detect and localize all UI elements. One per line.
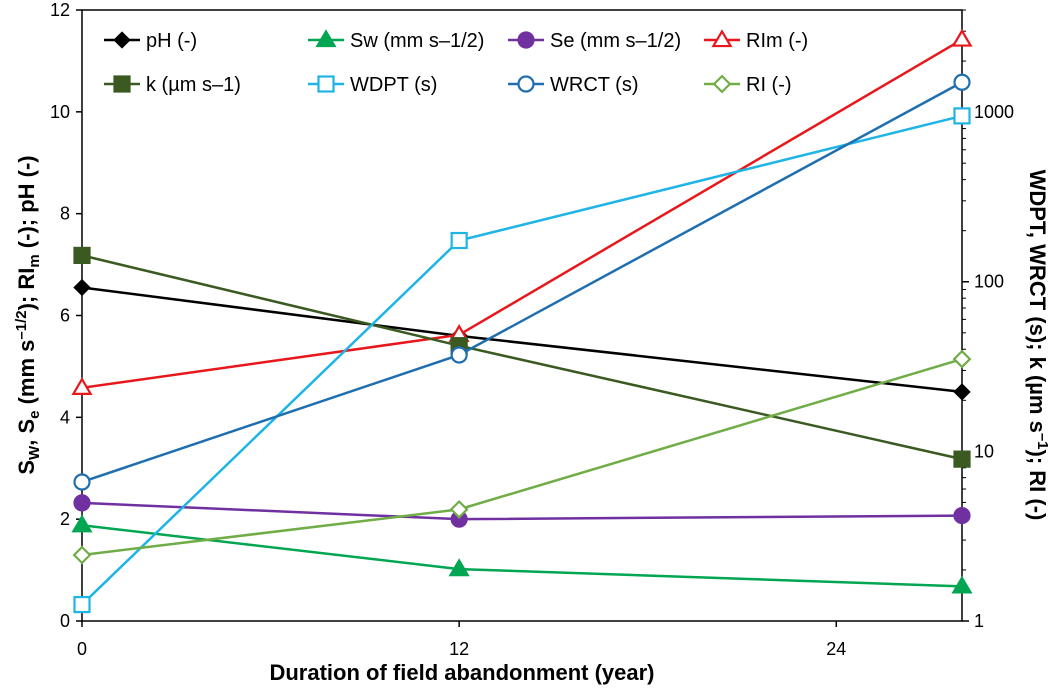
series-layer [71,28,973,614]
left-tick-label: 6 [60,306,70,326]
legend-marker [712,74,732,94]
title-part: (-); pH (-) [14,155,39,254]
data-point [73,494,91,512]
x-tick-label: 24 [826,639,846,659]
legend-label: Sw (mm s–1/2) [350,30,484,52]
legend-label: RI (-) [746,74,792,96]
legend-item: RI (-) [704,74,792,96]
legend-item: k (µm s–1) [104,74,241,96]
data-point [73,246,91,265]
legend-label: pH (-) [146,30,197,52]
legend-marker [113,75,131,93]
title-part: W [26,445,43,460]
legend-marker [317,75,335,93]
data-point [448,558,470,577]
data-point [450,346,468,364]
legend-item: Se (mm s–1/2) [508,30,681,52]
series-3 [71,28,973,395]
plot-area [81,9,963,622]
right-axis-title: WDPT, WRCT (s); k (µm s–1); RI (-) [1025,170,1050,521]
right-tick-label: 1 [974,611,984,631]
left-tick-label: 2 [60,509,70,529]
series-7 [72,349,972,565]
right-tick-label: 100 [974,272,1004,292]
legend-marker [315,29,337,48]
legend-label: k (µm s–1) [146,74,241,96]
data-point [449,499,469,519]
series-5 [73,107,971,614]
right-axis-ticks: 1 10 100 1000 [962,9,1014,631]
data-point [73,595,91,614]
legend-label: WRCT (s) [550,74,639,96]
data-point [952,349,972,369]
legend-marker [113,31,131,49]
legend-marker [517,31,535,49]
series-6 [73,73,971,491]
title-part: WDPT, WRCT (s); k (µm s [1025,170,1050,433]
data-point [953,450,971,468]
data-point [73,278,91,297]
data-point [71,377,93,395]
data-point [953,507,971,525]
data-point [73,473,91,491]
legend-item: WRCT (s) [508,74,639,96]
data-point [450,231,468,250]
right-tick-label: 1000 [974,102,1014,122]
data-point [953,73,971,91]
legend-label: RIm (-) [746,30,808,52]
title-part: e [26,411,43,419]
left-tick-label: 0 [60,611,70,631]
left-tick-label: 8 [60,204,70,224]
data-point [953,383,971,401]
legend-item: Sw (mm s–1/2) [308,29,484,52]
left-tick-label: 10 [50,102,70,122]
x-tick-label: 0 [77,639,87,659]
series-2 [73,494,971,528]
legend-item: WDPT (s) [308,74,437,96]
title-part: S [14,460,39,475]
left-axis-ticks: 0 2 4 6 8 10 12 [50,0,82,631]
legend-label: WDPT (s) [350,74,437,96]
legend-item: pH (-) [104,30,197,52]
left-axis-title: SW, Se (mm s–1/2); RIm (-); pH (-) [13,155,43,474]
legend-marker [517,75,535,93]
data-point [951,575,973,594]
title-part: ); RI [14,268,39,311]
left-tick-label: 4 [60,407,70,427]
title-part: –1 [1034,433,1050,450]
legend-marker [711,29,733,48]
legend-item: RIm (-) [704,29,808,52]
left-tick-label: 12 [50,0,70,20]
title-part: , S [14,419,39,446]
legend-label: Se (mm s–1/2) [550,30,681,52]
right-tick-label: 10 [974,441,994,461]
data-point [951,28,973,47]
data-point [72,545,92,565]
x-axis-title: Duration of field abandonment (year) [269,660,654,685]
title-part: –1/2 [13,310,30,339]
data-point [71,514,93,533]
title-part: ); RI (-) [1025,450,1050,521]
legend: pH (-) Sw (mm s–1/2) Se (mm s–1/2) RIm (-) k… [104,29,808,96]
data-point [953,107,971,125]
x-tick-label: 12 [449,639,469,659]
title-part: m [26,254,43,267]
title-part: (mm s [14,340,39,411]
x-axis-ticks: 0 12 24 [77,621,846,659]
